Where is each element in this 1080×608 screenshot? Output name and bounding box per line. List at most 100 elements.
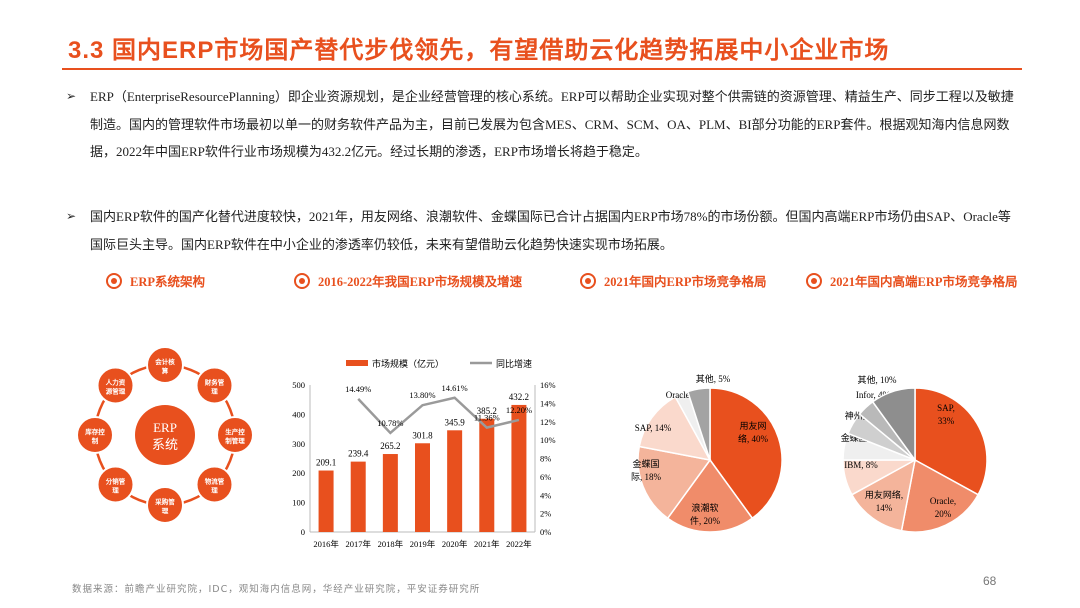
module-label: 生产控: [225, 427, 245, 436]
module-label: 会计核: [155, 357, 175, 366]
y-tick-left: 0: [301, 527, 305, 537]
bar-label: 239.4: [348, 449, 369, 459]
bar-label: 432.2: [509, 392, 529, 402]
section-label-text: 2016-2022年我国ERP市场规模及增速: [318, 275, 523, 289]
bar: [318, 470, 334, 532]
x-tick: 2019年: [410, 539, 436, 549]
pie-label: 金蝶国: [632, 458, 659, 469]
radio-bullet-icon: [580, 272, 596, 289]
x-tick: 2018年: [378, 539, 404, 549]
pie-label: IBM, 8%: [844, 460, 878, 470]
y-tick-right: 6%: [540, 472, 551, 482]
section-label-erp-architecture: ERP系统架构: [106, 271, 205, 290]
pie-slice: [900, 458, 980, 533]
center-label: 系统: [152, 437, 178, 452]
y-tick-right: 14%: [540, 398, 556, 408]
growth-line: [357, 396, 520, 435]
line-label: 10.78%: [377, 418, 403, 428]
pie-slice: [666, 458, 754, 533]
module-label: 制: [92, 436, 99, 445]
center-node: [135, 405, 195, 465]
line-label: 13.80%: [409, 390, 435, 400]
bar: [382, 454, 398, 532]
pie-label: 络, 40%: [738, 433, 769, 444]
section-label-market-competition: 2021年国内ERP市场竞争格局: [580, 271, 767, 290]
module-node: [96, 465, 135, 504]
erp-architecture-diagram: ERP系统会计核算财务管理生产控制管理物流管理采购管理分销管理库存控制人力资源管…: [76, 346, 254, 524]
module-node: [76, 416, 114, 454]
pie-slice: [686, 387, 711, 461]
bullet-2-text: 国内ERP软件的国产化替代进度较快，2021年，用友网络、浪潮软件、金蝶国际已合…: [90, 209, 1011, 252]
y-tick-left: 500: [292, 380, 305, 390]
bullet-arrow-icon: ➢: [66, 89, 77, 103]
pie-label: 33%: [938, 416, 955, 426]
y-tick-left: 300: [292, 439, 305, 449]
module-label: 库存控: [85, 427, 105, 436]
title-divider: [62, 68, 1022, 70]
x-tick: 2017年: [345, 539, 371, 549]
module-label: 财务管: [205, 378, 225, 387]
y-tick-right: 4%: [540, 490, 551, 500]
pie-label: Oracle, 3%: [666, 390, 707, 400]
module-label: 人力资: [106, 378, 126, 387]
bar-label: 209.1: [316, 458, 336, 468]
pie-slice: [637, 445, 712, 520]
line-label: 12.20%: [506, 405, 532, 415]
pie-label: 14%: [876, 503, 893, 513]
page-title: 3.3 国内ERP市场国产替代步伐领先，有望借助云化趋势拓展中小企业市场: [68, 37, 890, 64]
module-label: 物流管: [205, 476, 225, 485]
pie-label: Oracle,: [930, 496, 956, 506]
y-tick-right: 16%: [540, 380, 556, 390]
section-label-text: ERP系统架构: [130, 275, 206, 289]
x-tick: 2022年: [506, 539, 532, 549]
bar: [479, 418, 495, 532]
center-label: ERP: [153, 420, 177, 435]
pie-label: 其他, 5%: [696, 373, 731, 384]
module-label: 算: [161, 366, 169, 375]
pie-label: SAP,: [937, 403, 955, 413]
y-tick-right: 12%: [540, 417, 556, 427]
module-label: 分销管: [106, 476, 126, 485]
module-node: [96, 366, 135, 405]
pie-slice: [709, 387, 783, 520]
bar: [350, 461, 366, 532]
bar-label: 265.2: [380, 441, 400, 451]
y-tick-right: 10%: [540, 435, 556, 445]
radio-bullet-icon: [106, 272, 122, 289]
module-label: 采购管: [155, 497, 175, 506]
data-source: 数据来源：前瞻产业研究院，IDC，观知海内信息网，华经产业研究院，平安证券研究所: [72, 584, 481, 595]
module-node: [195, 366, 234, 405]
pie-slice: [871, 387, 916, 463]
radio-bullet-icon: [806, 272, 822, 289]
pie-label: 浪潮软: [691, 502, 718, 513]
module-label: 制管理: [225, 436, 245, 445]
module-label: 理: [162, 506, 169, 515]
line-label: 14.49%: [345, 384, 371, 394]
section-label-highend-competition: 2021年国内高端ERP市场竞争格局: [806, 271, 1018, 290]
market-share-pie: 用友网络, 40% 浪潮软件, 20% 金蝶国际, 18% SAP, 14% Oracl…: [631, 373, 783, 533]
pie-slice: [638, 395, 712, 462]
highend-share-pie: SAP,33%Oracle,20%用友网络,14%IBM, 8%金蝶国际, 6%…: [841, 374, 988, 533]
x-tick: 2016年: [313, 539, 339, 549]
bar: [447, 430, 463, 532]
pie-label: 20%: [935, 509, 952, 519]
bullet-1: ➢ ERP（EnterpriseResourcePlanning）即企业资源规划…: [66, 83, 1016, 166]
module-label: 理: [112, 485, 119, 494]
legend-label: 市场规模（亿元）: [372, 358, 444, 369]
module-node: [195, 465, 234, 504]
bar-label: 385.2: [477, 406, 497, 416]
pie-label: 件, 20%: [690, 515, 721, 526]
y-tick-right: 8%: [540, 454, 551, 464]
y-tick-right: 0%: [540, 527, 551, 537]
y-tick-right: 2%: [540, 509, 551, 519]
bar: [511, 404, 527, 532]
y-tick-left: 400: [292, 409, 305, 419]
module-node: [146, 486, 184, 524]
pie-slice: [914, 387, 988, 496]
pie-slice: [850, 458, 917, 532]
module-node: [216, 416, 254, 454]
y-tick-left: 100: [292, 498, 305, 508]
module-label: 源管理: [106, 387, 126, 396]
bullet-1-text: ERP（EnterpriseResourcePlanning）即企业资源规划，是…: [90, 89, 1014, 159]
radio-bullet-icon: [294, 272, 310, 289]
